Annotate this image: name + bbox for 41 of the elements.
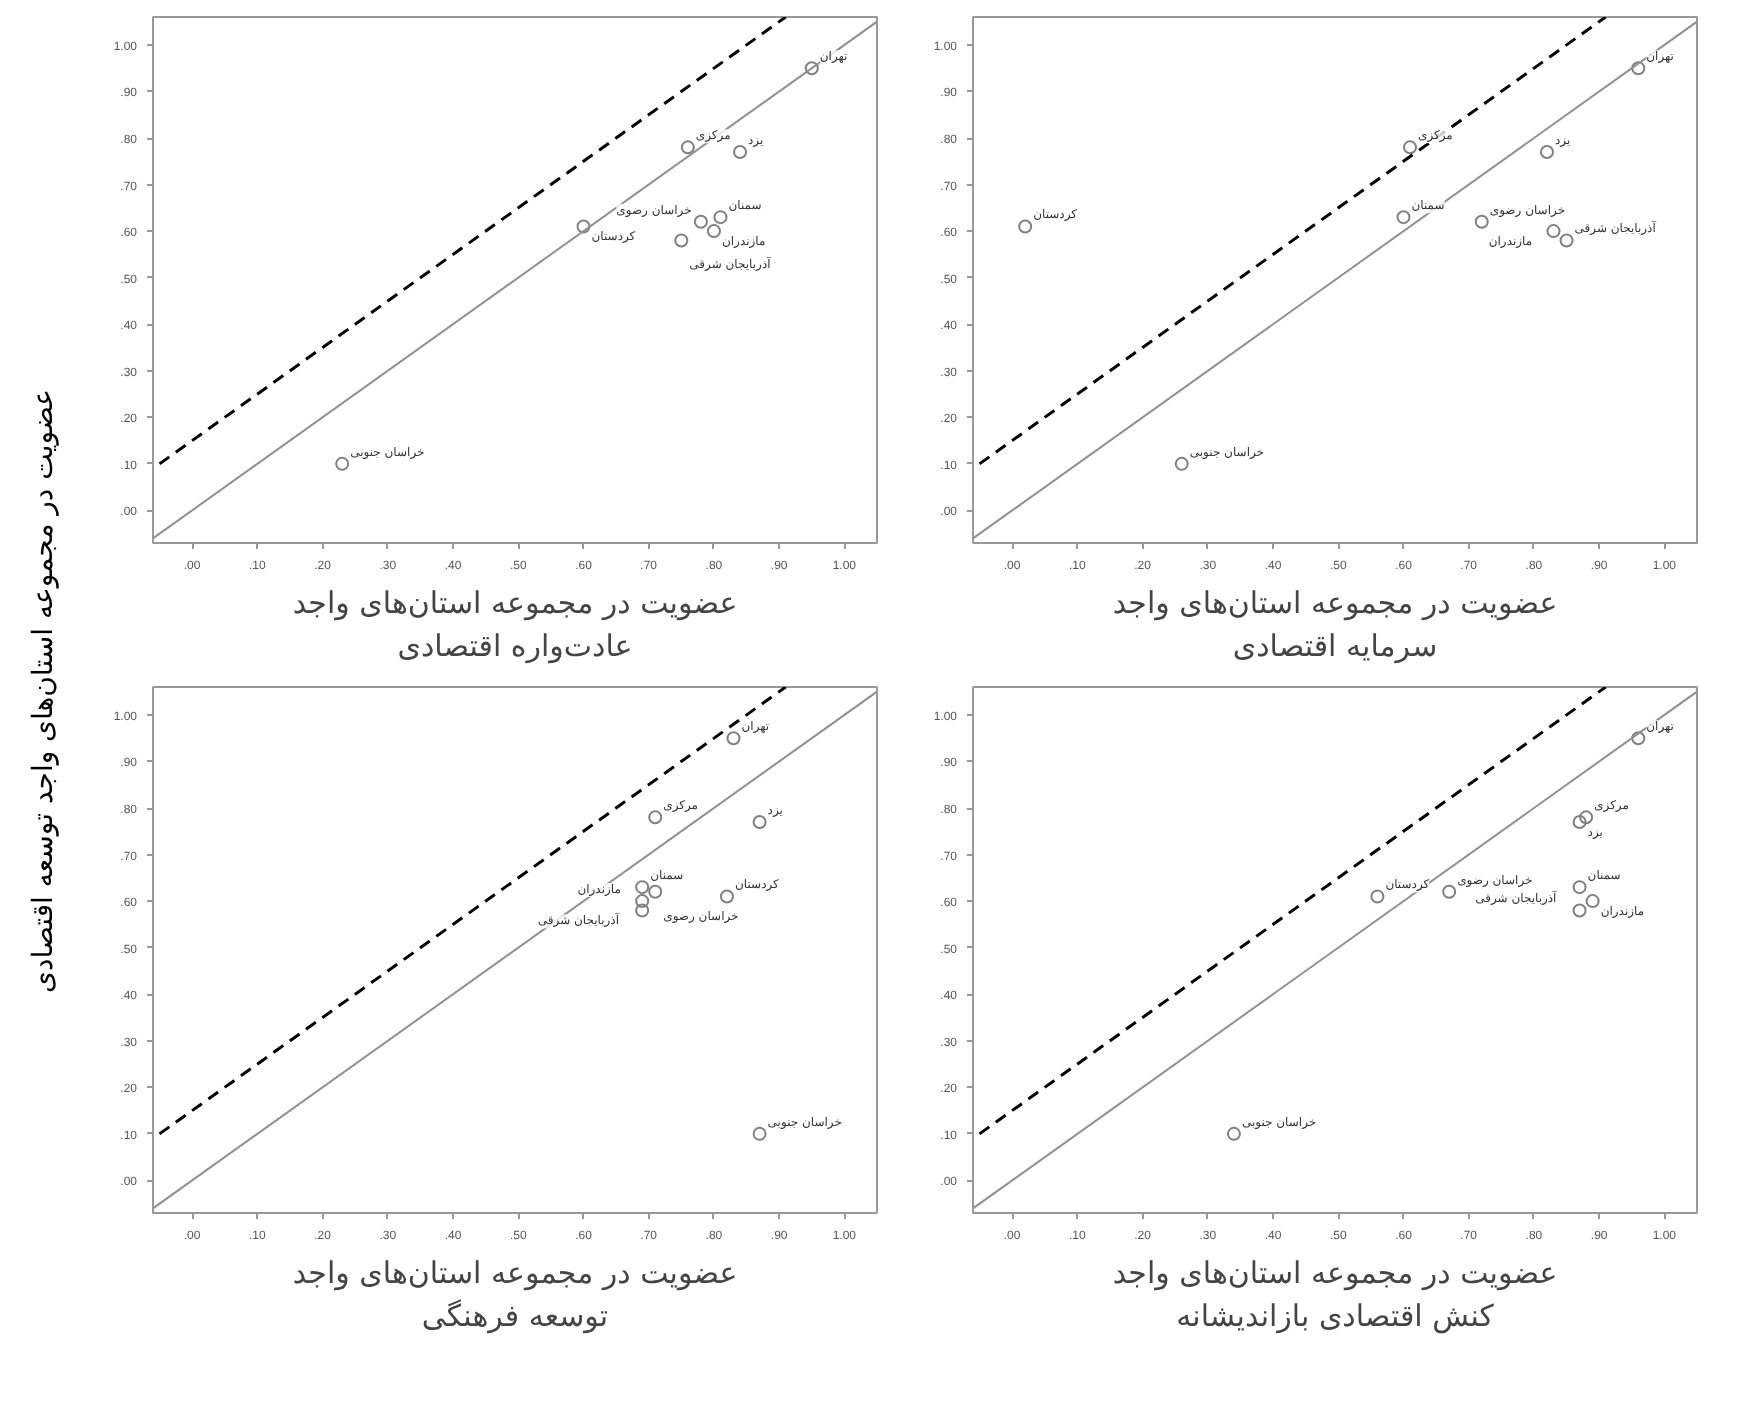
point bbox=[1572, 903, 1587, 918]
x-axis-title: عضویت در مجموعه استان‌های واجد عادت‌واره اقتصادی bbox=[292, 585, 738, 665]
x-axis-title: عضویت در مجموعه استان‌های واجد کنش اقتصادی بازاندیشانه bbox=[1112, 1255, 1558, 1335]
point bbox=[733, 145, 748, 159]
point bbox=[1403, 140, 1418, 155]
point bbox=[1572, 815, 1587, 829]
point bbox=[752, 815, 767, 829]
point bbox=[1370, 889, 1385, 904]
point bbox=[576, 219, 591, 234]
point bbox=[1396, 210, 1411, 225]
point bbox=[1474, 214, 1489, 229]
point bbox=[1539, 145, 1554, 159]
y-axis-title: عضویت در مجموعه استان‌های واجد توسعه اقتصادی bbox=[28, 389, 61, 993]
point bbox=[719, 889, 734, 904]
point bbox=[706, 224, 721, 239]
point bbox=[648, 884, 663, 899]
point bbox=[1631, 61, 1646, 76]
point bbox=[635, 880, 650, 895]
point bbox=[648, 810, 663, 825]
point bbox=[1579, 810, 1594, 825]
point bbox=[680, 140, 695, 155]
point bbox=[1442, 884, 1457, 899]
x-axis-title: عضویت در مجموعه استان‌های واجد توسعه فرهنگی bbox=[292, 1255, 738, 1335]
point bbox=[752, 1126, 767, 1141]
point bbox=[635, 894, 650, 909]
point bbox=[693, 214, 708, 229]
point bbox=[1226, 1126, 1241, 1141]
point bbox=[674, 233, 689, 248]
point bbox=[1572, 880, 1587, 895]
point bbox=[335, 456, 350, 471]
x-axis-title: عضویت در مجموعه استان‌های واجد سرمایه اقتصادی bbox=[1112, 585, 1558, 665]
point bbox=[1174, 456, 1189, 471]
point bbox=[804, 61, 819, 76]
point bbox=[1559, 233, 1574, 248]
point bbox=[1631, 731, 1646, 746]
point bbox=[1018, 219, 1033, 234]
point bbox=[713, 210, 728, 225]
point bbox=[726, 731, 741, 746]
point bbox=[1546, 224, 1561, 239]
point bbox=[635, 903, 650, 918]
point bbox=[1585, 894, 1600, 909]
